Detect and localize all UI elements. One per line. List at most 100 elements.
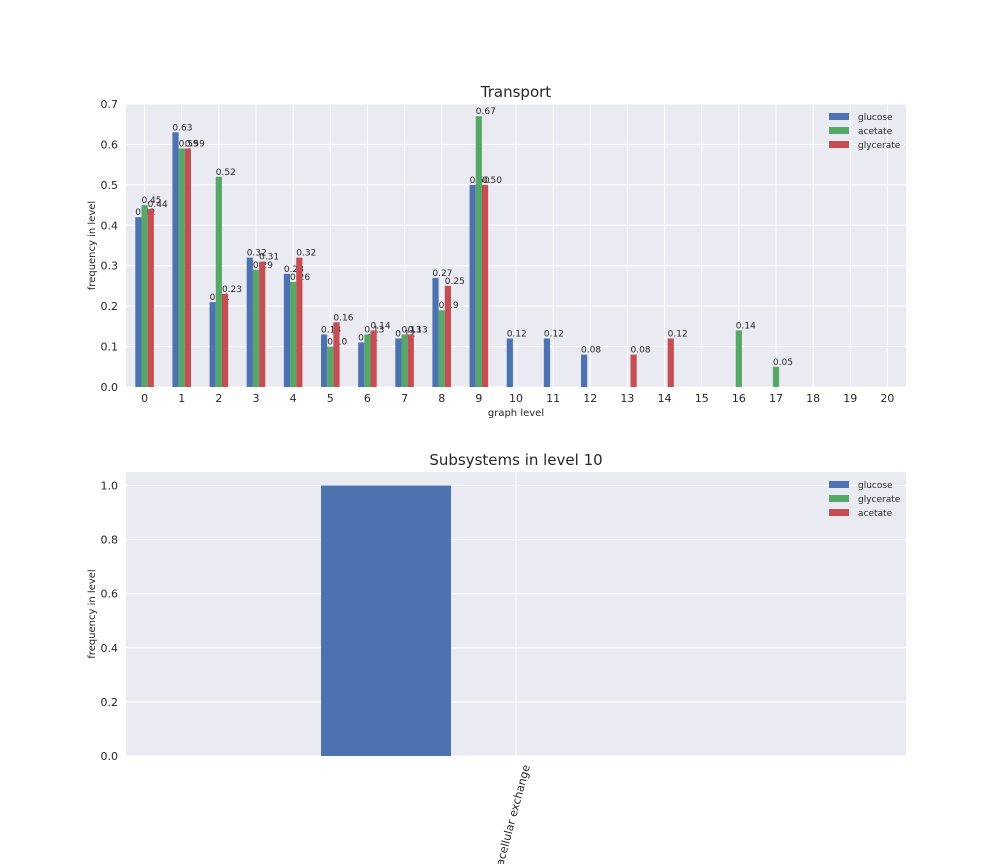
x-tick-label: 14 bbox=[658, 392, 672, 405]
data-label: 0.67 bbox=[476, 107, 496, 117]
x-tick-label: 12 bbox=[583, 392, 597, 405]
x-tick-label: 18 bbox=[806, 392, 820, 405]
data-label: 0.05 bbox=[773, 358, 793, 368]
data-label: 0.28 bbox=[284, 265, 304, 275]
bar bbox=[475, 116, 482, 387]
bar bbox=[506, 338, 513, 387]
bar bbox=[209, 302, 216, 387]
x-tick-label: 20 bbox=[880, 392, 894, 405]
x-tick-label: 1 bbox=[178, 392, 185, 405]
bar bbox=[667, 338, 674, 387]
x-tick-label: 15 bbox=[695, 392, 709, 405]
y-tick-label: 0.6 bbox=[101, 138, 119, 151]
data-label: 0.32 bbox=[247, 249, 267, 259]
chart-title: Transport bbox=[480, 83, 552, 101]
bar bbox=[543, 338, 551, 387]
y-tick-label: 0.4 bbox=[101, 219, 119, 232]
bar bbox=[178, 148, 185, 387]
y-tick-label: 0.0 bbox=[101, 381, 119, 394]
bar bbox=[327, 346, 334, 387]
bar bbox=[395, 338, 402, 387]
bar bbox=[364, 334, 371, 387]
legend-swatch bbox=[829, 127, 849, 134]
bar bbox=[321, 485, 451, 756]
legend-label: glycerate bbox=[858, 141, 901, 151]
x-tick-label: Extracellular exchange bbox=[488, 763, 533, 864]
data-label: 0.32 bbox=[296, 249, 316, 259]
bar bbox=[444, 285, 451, 387]
legend-label: glucose bbox=[858, 113, 893, 123]
bar bbox=[141, 205, 148, 387]
bar bbox=[581, 354, 588, 387]
y-axis-label: frequency in level bbox=[87, 569, 98, 658]
bar bbox=[252, 269, 260, 387]
data-label: 0.25 bbox=[445, 277, 465, 287]
x-tick-label: 0 bbox=[141, 392, 148, 405]
bar bbox=[221, 294, 229, 387]
data-label: 0.08 bbox=[631, 346, 651, 356]
x-tick-label: 19 bbox=[843, 392, 857, 405]
bar bbox=[184, 148, 191, 387]
y-tick-label: 1.0 bbox=[101, 480, 119, 493]
bar bbox=[321, 334, 328, 387]
bar bbox=[296, 257, 303, 387]
data-label: 0.12 bbox=[507, 329, 527, 339]
legend-label: acetate bbox=[858, 509, 893, 519]
bar bbox=[172, 132, 179, 387]
bar bbox=[370, 330, 377, 387]
bar bbox=[135, 217, 142, 387]
chart-title: Subsystems in level 10 bbox=[429, 451, 602, 469]
data-label: 0.13 bbox=[408, 325, 428, 335]
y-tick-label: 0.5 bbox=[101, 179, 119, 192]
data-label: 0.13 bbox=[321, 325, 341, 335]
data-label: 0.16 bbox=[333, 313, 353, 323]
bar bbox=[401, 334, 408, 387]
x-tick-label: 6 bbox=[364, 392, 371, 405]
bar bbox=[432, 277, 439, 387]
y-tick-label: 0.8 bbox=[101, 534, 119, 547]
legend-swatch bbox=[829, 495, 849, 502]
legend-swatch bbox=[829, 509, 849, 516]
y-tick-label: 0.3 bbox=[101, 260, 119, 273]
bar bbox=[358, 342, 365, 387]
legend-label: glucose bbox=[858, 481, 893, 491]
data-label: 0.44 bbox=[148, 200, 168, 210]
bar bbox=[246, 257, 253, 387]
data-label: 0.50 bbox=[482, 176, 502, 186]
x-tick-label: 7 bbox=[401, 392, 408, 405]
bar bbox=[735, 330, 742, 387]
bar bbox=[772, 366, 780, 387]
x-tick-label: 10 bbox=[509, 392, 523, 405]
x-tick-label: 4 bbox=[290, 392, 297, 405]
bar bbox=[215, 176, 222, 387]
bar bbox=[481, 184, 489, 387]
y-tick-label: 0.0 bbox=[101, 750, 119, 763]
legend-swatch bbox=[829, 141, 849, 148]
data-label: 0.59 bbox=[179, 139, 199, 149]
bar bbox=[438, 310, 445, 387]
legend-label: acetate bbox=[858, 127, 893, 137]
bar bbox=[290, 281, 297, 387]
data-label: 0.52 bbox=[216, 168, 236, 178]
data-label: 0.13 bbox=[401, 325, 421, 335]
bar bbox=[147, 209, 154, 387]
y-tick-label: 0.4 bbox=[101, 642, 119, 655]
data-label: 0.08 bbox=[581, 346, 601, 356]
y-tick-label: 0.2 bbox=[101, 696, 119, 709]
x-tick-label: 9 bbox=[475, 392, 482, 405]
x-tick-label: 8 bbox=[438, 392, 445, 405]
x-tick-label: 3 bbox=[253, 392, 260, 405]
y-tick-label: 0.1 bbox=[101, 341, 119, 354]
data-label: 0.45 bbox=[141, 196, 161, 206]
bar bbox=[407, 334, 414, 387]
data-label: 0.63 bbox=[172, 123, 192, 133]
y-tick-label: 0.6 bbox=[101, 588, 119, 601]
y-tick-label: 0.2 bbox=[101, 300, 119, 313]
legend-swatch bbox=[829, 113, 849, 120]
data-label: 0.12 bbox=[544, 329, 564, 339]
data-label: 0.14 bbox=[736, 321, 756, 331]
bar bbox=[333, 322, 340, 387]
bar bbox=[630, 354, 637, 387]
x-tick-label: 2 bbox=[215, 392, 222, 405]
x-tick-label: 5 bbox=[327, 392, 334, 405]
